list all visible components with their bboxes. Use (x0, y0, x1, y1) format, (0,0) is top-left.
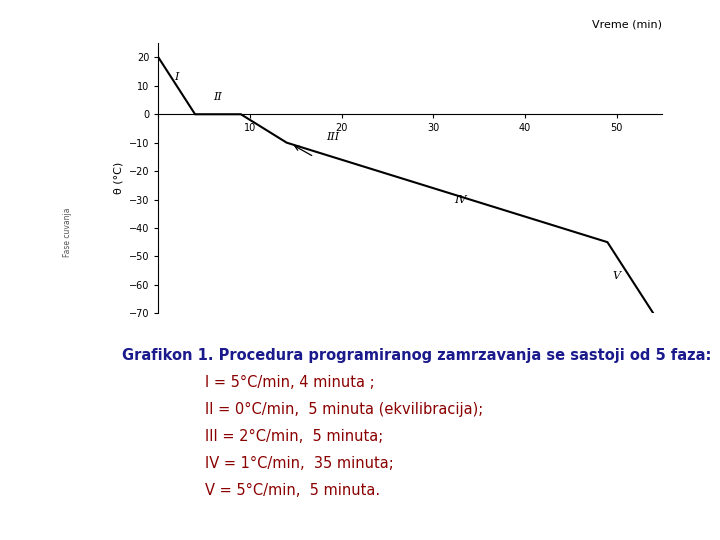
Text: IV: IV (454, 194, 467, 205)
Text: III: III (326, 132, 339, 142)
Text: Vreme (min): Vreme (min) (593, 19, 662, 30)
Text: II: II (214, 92, 222, 102)
Text: Grafikon 1. Procedura programiranog zamrzavanja se sastoji od 5 faza:: Grafikon 1. Procedura programiranog zamr… (122, 348, 712, 363)
Text: I: I (174, 72, 179, 82)
Y-axis label: θ (°C): θ (°C) (113, 162, 123, 194)
Text: V: V (613, 271, 621, 281)
Text: IV = 1°C/min,  35 minuta;: IV = 1°C/min, 35 minuta; (205, 456, 394, 471)
Text: I = 5°C/min, 4 minuta ;: I = 5°C/min, 4 minuta ; (205, 375, 375, 390)
Text: V = 5°C/min,  5 minuta.: V = 5°C/min, 5 minuta. (205, 483, 380, 498)
Text: III = 2°C/min,  5 minuta;: III = 2°C/min, 5 minuta; (205, 429, 384, 444)
Text: II = 0°C/min,  5 minuta (ekvilibracija);: II = 0°C/min, 5 minuta (ekvilibracija); (205, 402, 483, 417)
Text: Fase cuvanja: Fase cuvanja (63, 207, 72, 257)
